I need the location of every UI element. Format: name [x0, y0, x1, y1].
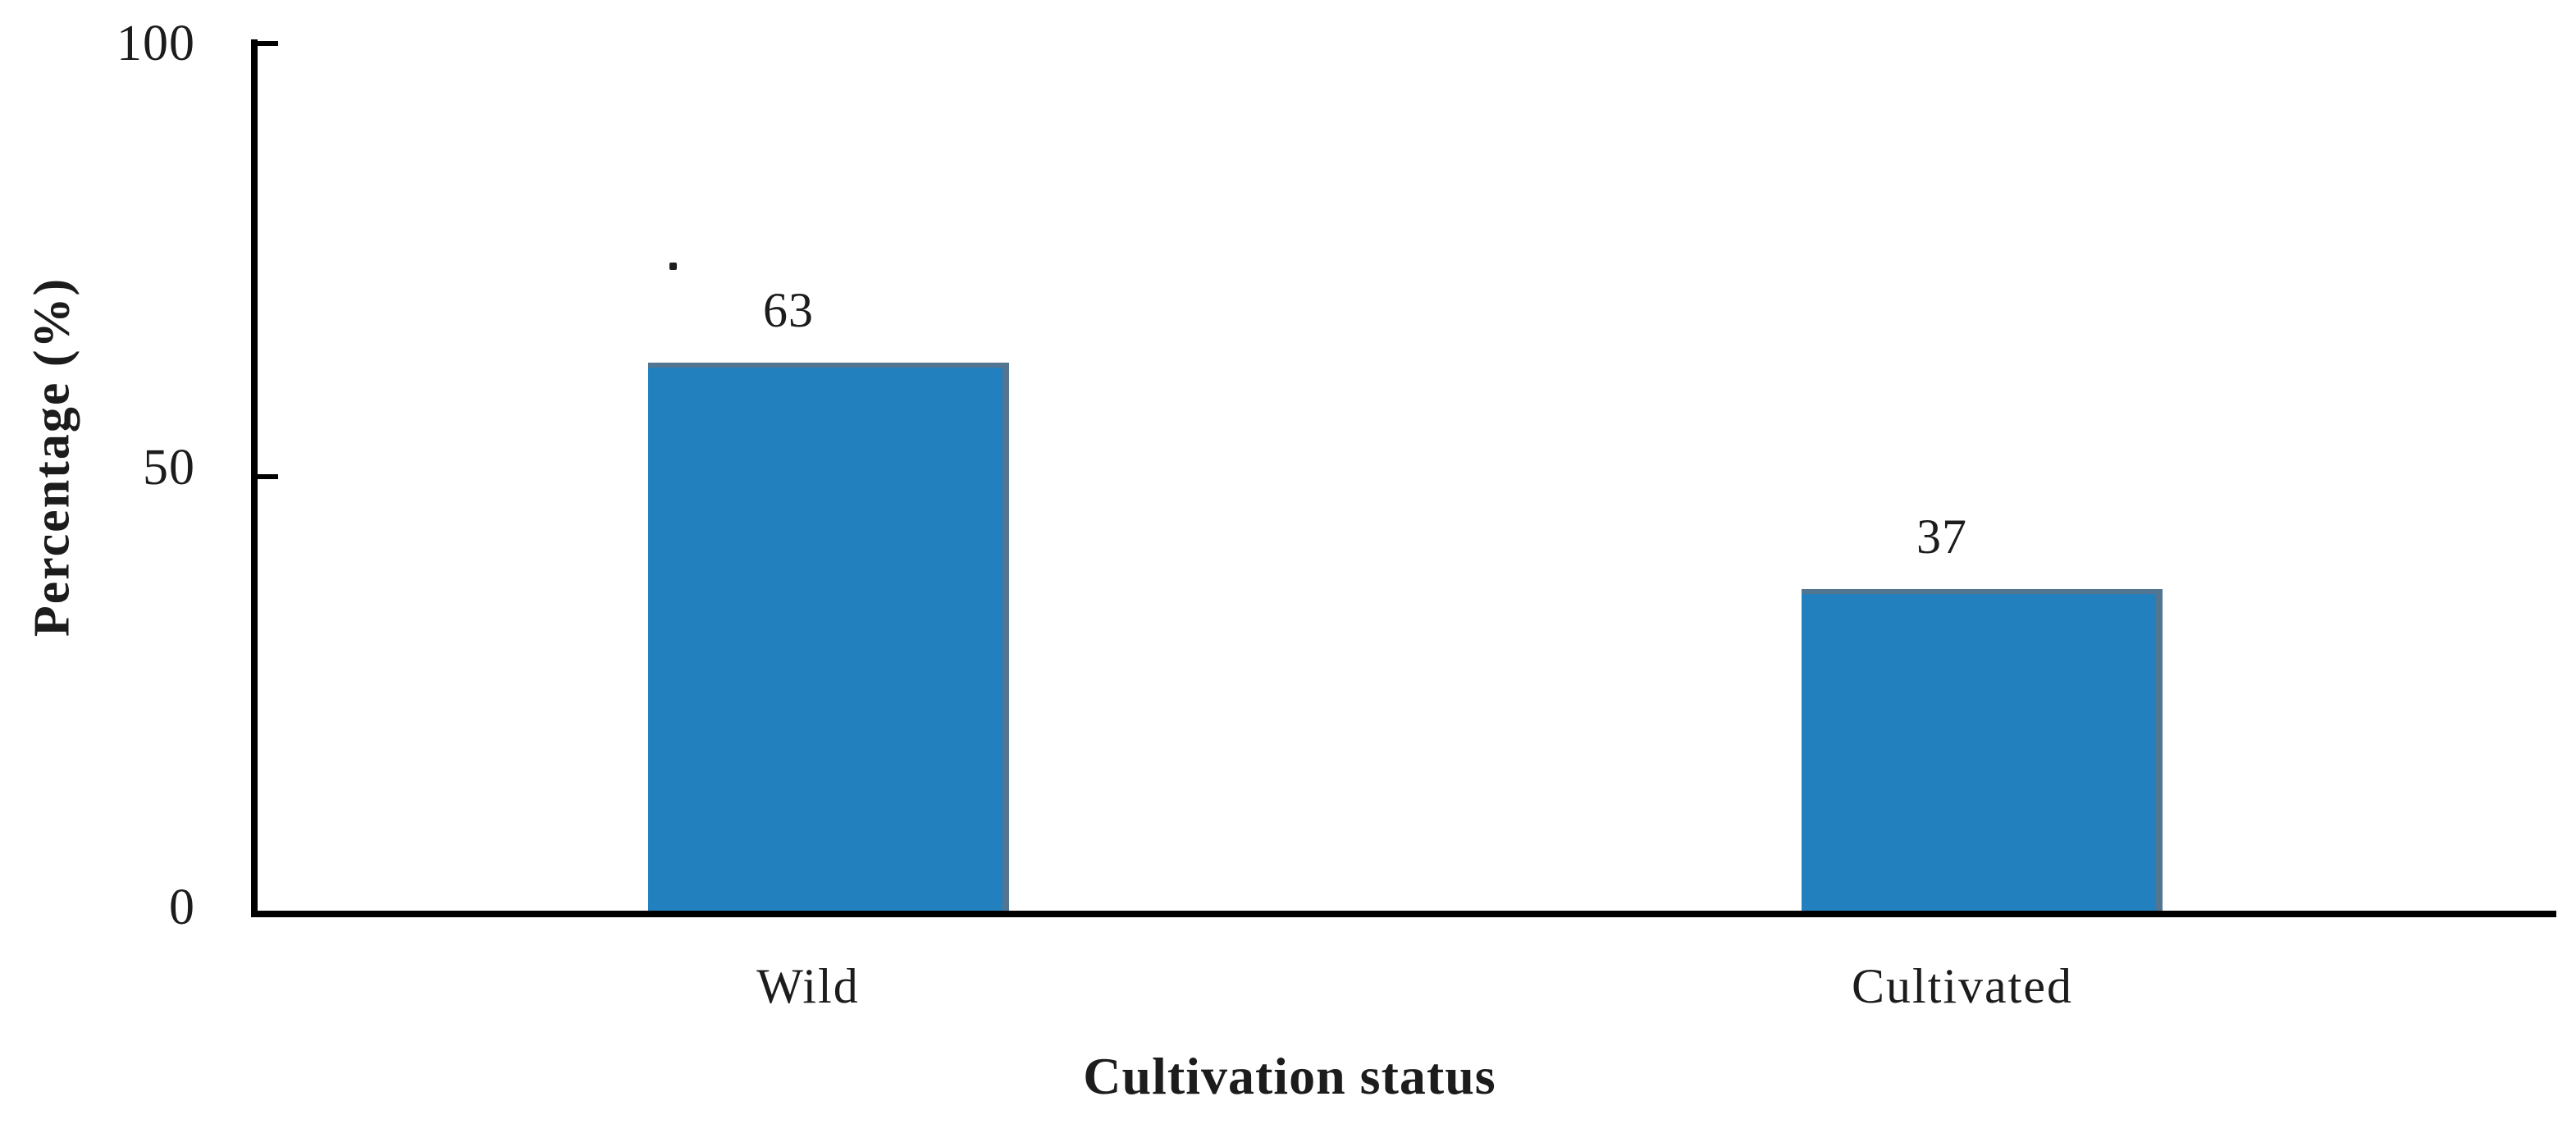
- plot-area: 63 37: [254, 41, 2556, 911]
- y-axis-line: [251, 39, 258, 917]
- y-tick-label-100: 100: [116, 16, 195, 71]
- y-tick-label-50: 50: [143, 440, 195, 496]
- bar-value-label-wild: 63: [763, 283, 814, 338]
- bar-wild: 63: [648, 284, 1009, 911]
- y-tick-mark-100: [258, 41, 278, 46]
- x-axis-title: Cultivation status: [1083, 1047, 1496, 1105]
- bar-value-label-cultivated: 37: [1916, 509, 1967, 564]
- y-tick-label-0: 0: [169, 880, 195, 935]
- x-category-label-cultivated: Cultivated: [1852, 959, 2073, 1013]
- x-category-label-wild: Wild: [756, 959, 860, 1013]
- stray-dot-artifact: [669, 263, 677, 270]
- y-tick-mark-50: [258, 474, 278, 479]
- bar-cultivated: 37: [1802, 510, 2163, 911]
- x-axis-line: [251, 911, 2556, 917]
